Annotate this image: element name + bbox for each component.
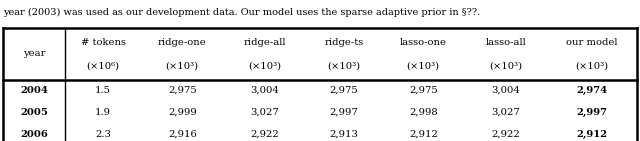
- Text: 1.9: 1.9: [95, 108, 111, 117]
- Text: 3,004: 3,004: [492, 86, 520, 95]
- Text: 3,004: 3,004: [250, 86, 279, 95]
- Text: 2,912: 2,912: [409, 130, 438, 139]
- Text: 2004: 2004: [20, 86, 48, 95]
- Text: (×10³): (×10³): [575, 61, 609, 70]
- Text: 3,027: 3,027: [250, 108, 279, 117]
- Text: lasso-one: lasso-one: [400, 38, 447, 47]
- Text: year (2003) was used as our development data. Our model uses the sparse adaptive: year (2003) was used as our development …: [3, 7, 481, 16]
- Text: 1.5: 1.5: [95, 86, 111, 95]
- Text: 2,912: 2,912: [577, 130, 607, 139]
- Text: 2,922: 2,922: [492, 130, 520, 139]
- Text: year: year: [23, 49, 45, 58]
- Text: (×10³): (×10³): [328, 61, 361, 70]
- Text: (×10³): (×10³): [407, 61, 440, 70]
- Text: 2006: 2006: [20, 130, 48, 139]
- Text: our model: our model: [566, 38, 618, 47]
- Text: lasso-all: lasso-all: [486, 38, 526, 47]
- Text: 2.3: 2.3: [95, 130, 111, 139]
- Text: ridge-one: ridge-one: [158, 38, 207, 47]
- Text: ridge-all: ridge-all: [244, 38, 286, 47]
- Text: 2,922: 2,922: [250, 130, 279, 139]
- Text: ridge-ts: ridge-ts: [324, 38, 364, 47]
- Text: 2,974: 2,974: [577, 86, 607, 95]
- Text: 2,999: 2,999: [168, 108, 196, 117]
- Text: 3,027: 3,027: [492, 108, 520, 117]
- Text: (×10³): (×10³): [248, 61, 282, 70]
- Text: 2,997: 2,997: [577, 108, 607, 117]
- Text: 2005: 2005: [20, 108, 48, 117]
- Text: 2,913: 2,913: [330, 130, 358, 139]
- Text: (×10³): (×10³): [490, 61, 522, 70]
- Text: 2,975: 2,975: [168, 86, 196, 95]
- Text: (×10⁶): (×10⁶): [86, 61, 120, 70]
- Text: 2,975: 2,975: [409, 86, 438, 95]
- Text: # tokens: # tokens: [81, 38, 125, 47]
- Text: 2,997: 2,997: [330, 108, 358, 117]
- Text: 2,998: 2,998: [409, 108, 438, 117]
- Text: (×10³): (×10³): [166, 61, 199, 70]
- Text: 2,975: 2,975: [330, 86, 358, 95]
- Text: 2,916: 2,916: [168, 130, 196, 139]
